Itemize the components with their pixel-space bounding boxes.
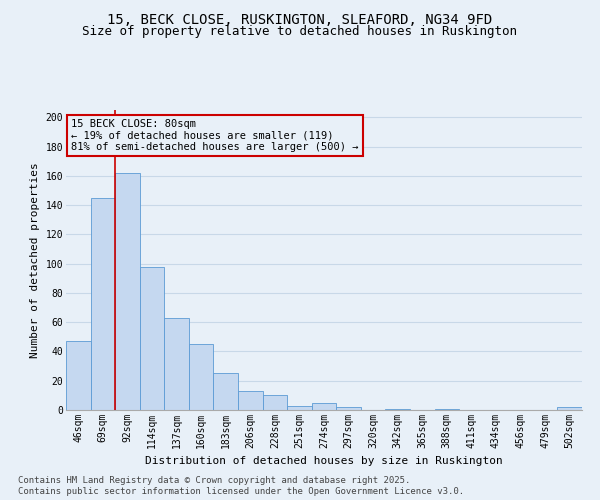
- Bar: [336, 407, 361, 410]
- Text: 15 BECK CLOSE: 80sqm
← 19% of detached houses are smaller (119)
81% of semi-deta: 15 BECK CLOSE: 80sqm ← 19% of detached h…: [71, 119, 359, 152]
- Text: 15, BECK CLOSE, RUSKINGTON, SLEAFORD, NG34 9FD: 15, BECK CLOSE, RUSKINGTON, SLEAFORD, NG…: [107, 12, 493, 26]
- Bar: [66, 341, 91, 410]
- Bar: [287, 406, 312, 410]
- Bar: [115, 173, 140, 410]
- Bar: [434, 408, 459, 410]
- Bar: [238, 391, 263, 410]
- Bar: [312, 402, 336, 410]
- Bar: [91, 198, 115, 410]
- Text: Contains HM Land Registry data © Crown copyright and database right 2025.: Contains HM Land Registry data © Crown c…: [18, 476, 410, 485]
- Bar: [189, 344, 214, 410]
- Bar: [164, 318, 189, 410]
- Bar: [214, 374, 238, 410]
- Bar: [263, 396, 287, 410]
- Text: Size of property relative to detached houses in Ruskington: Size of property relative to detached ho…: [83, 25, 517, 38]
- X-axis label: Distribution of detached houses by size in Ruskington: Distribution of detached houses by size …: [145, 456, 503, 466]
- Bar: [140, 266, 164, 410]
- Bar: [557, 407, 582, 410]
- Bar: [385, 408, 410, 410]
- Y-axis label: Number of detached properties: Number of detached properties: [30, 162, 40, 358]
- Text: Contains public sector information licensed under the Open Government Licence v3: Contains public sector information licen…: [18, 487, 464, 496]
